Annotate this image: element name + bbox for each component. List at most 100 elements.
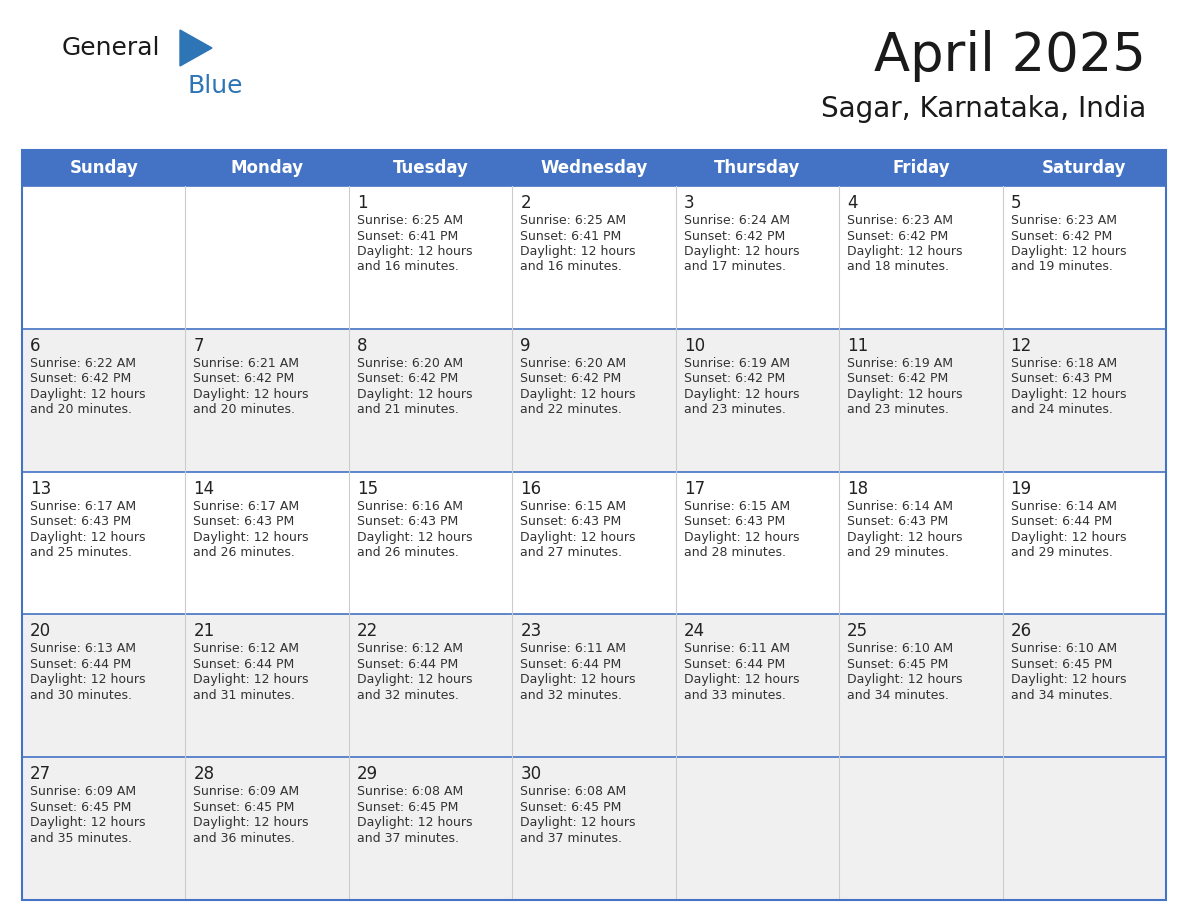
Text: 26: 26 bbox=[1011, 622, 1031, 641]
Text: Sunset: 6:45 PM: Sunset: 6:45 PM bbox=[1011, 658, 1112, 671]
Text: Sunrise: 6:23 AM: Sunrise: 6:23 AM bbox=[847, 214, 953, 227]
Text: Sunset: 6:45 PM: Sunset: 6:45 PM bbox=[356, 800, 459, 813]
Text: 23: 23 bbox=[520, 622, 542, 641]
Text: Sunrise: 6:09 AM: Sunrise: 6:09 AM bbox=[30, 785, 137, 798]
Text: Sunrise: 6:10 AM: Sunrise: 6:10 AM bbox=[847, 643, 953, 655]
Text: and 20 minutes.: and 20 minutes. bbox=[194, 403, 296, 416]
Text: Sunset: 6:45 PM: Sunset: 6:45 PM bbox=[847, 658, 948, 671]
Text: 15: 15 bbox=[356, 479, 378, 498]
Text: 8: 8 bbox=[356, 337, 367, 354]
Text: Sunrise: 6:23 AM: Sunrise: 6:23 AM bbox=[1011, 214, 1117, 227]
Text: Sunrise: 6:16 AM: Sunrise: 6:16 AM bbox=[356, 499, 463, 512]
Text: and 16 minutes.: and 16 minutes. bbox=[520, 261, 623, 274]
Text: Sunset: 6:41 PM: Sunset: 6:41 PM bbox=[520, 230, 621, 242]
Text: 16: 16 bbox=[520, 479, 542, 498]
Text: Sunset: 6:45 PM: Sunset: 6:45 PM bbox=[194, 800, 295, 813]
Text: and 16 minutes.: and 16 minutes. bbox=[356, 261, 459, 274]
Text: Sunset: 6:42 PM: Sunset: 6:42 PM bbox=[1011, 230, 1112, 242]
Text: Daylight: 12 hours: Daylight: 12 hours bbox=[684, 387, 800, 401]
Text: and 22 minutes.: and 22 minutes. bbox=[520, 403, 623, 416]
Text: 3: 3 bbox=[684, 194, 694, 212]
Text: and 17 minutes.: and 17 minutes. bbox=[684, 261, 785, 274]
Text: Daylight: 12 hours: Daylight: 12 hours bbox=[847, 387, 962, 401]
Text: 21: 21 bbox=[194, 622, 215, 641]
Text: Daylight: 12 hours: Daylight: 12 hours bbox=[194, 674, 309, 687]
Text: and 19 minutes.: and 19 minutes. bbox=[1011, 261, 1112, 274]
Text: Sunrise: 6:12 AM: Sunrise: 6:12 AM bbox=[356, 643, 463, 655]
Text: April 2025: April 2025 bbox=[874, 30, 1146, 82]
Text: Sunrise: 6:19 AM: Sunrise: 6:19 AM bbox=[847, 357, 953, 370]
Text: 27: 27 bbox=[30, 766, 51, 783]
Text: 4: 4 bbox=[847, 194, 858, 212]
Text: Daylight: 12 hours: Daylight: 12 hours bbox=[1011, 674, 1126, 687]
Text: Sunrise: 6:19 AM: Sunrise: 6:19 AM bbox=[684, 357, 790, 370]
Bar bbox=[23, 150, 1165, 186]
Text: and 34 minutes.: and 34 minutes. bbox=[1011, 688, 1112, 702]
Text: Daylight: 12 hours: Daylight: 12 hours bbox=[1011, 245, 1126, 258]
Text: Daylight: 12 hours: Daylight: 12 hours bbox=[356, 245, 473, 258]
Text: 30: 30 bbox=[520, 766, 542, 783]
Text: Friday: Friday bbox=[892, 159, 949, 177]
Text: Sunset: 6:42 PM: Sunset: 6:42 PM bbox=[30, 373, 131, 386]
Text: Sunset: 6:44 PM: Sunset: 6:44 PM bbox=[30, 658, 131, 671]
Text: and 26 minutes.: and 26 minutes. bbox=[356, 546, 459, 559]
Text: Sunset: 6:42 PM: Sunset: 6:42 PM bbox=[847, 230, 948, 242]
Text: Sunrise: 6:11 AM: Sunrise: 6:11 AM bbox=[520, 643, 626, 655]
Text: Sunrise: 6:24 AM: Sunrise: 6:24 AM bbox=[684, 214, 790, 227]
Text: and 33 minutes.: and 33 minutes. bbox=[684, 688, 785, 702]
Bar bbox=[23, 329, 1165, 472]
Text: Sunrise: 6:17 AM: Sunrise: 6:17 AM bbox=[30, 499, 137, 512]
Text: Daylight: 12 hours: Daylight: 12 hours bbox=[684, 674, 800, 687]
Text: Sunset: 6:42 PM: Sunset: 6:42 PM bbox=[684, 230, 785, 242]
Text: 7: 7 bbox=[194, 337, 204, 354]
Text: Sunrise: 6:11 AM: Sunrise: 6:11 AM bbox=[684, 643, 790, 655]
Text: and 28 minutes.: and 28 minutes. bbox=[684, 546, 785, 559]
Text: Daylight: 12 hours: Daylight: 12 hours bbox=[356, 531, 473, 543]
Text: Sunset: 6:42 PM: Sunset: 6:42 PM bbox=[356, 373, 459, 386]
Text: Sunset: 6:41 PM: Sunset: 6:41 PM bbox=[356, 230, 459, 242]
Text: Sunset: 6:44 PM: Sunset: 6:44 PM bbox=[684, 658, 785, 671]
Text: and 37 minutes.: and 37 minutes. bbox=[356, 832, 459, 845]
Polygon shape bbox=[181, 30, 211, 66]
Text: Daylight: 12 hours: Daylight: 12 hours bbox=[194, 816, 309, 829]
Text: Sunday: Sunday bbox=[69, 159, 138, 177]
Text: Daylight: 12 hours: Daylight: 12 hours bbox=[356, 674, 473, 687]
Text: and 34 minutes.: and 34 minutes. bbox=[847, 688, 949, 702]
Text: 1: 1 bbox=[356, 194, 367, 212]
Text: and 21 minutes.: and 21 minutes. bbox=[356, 403, 459, 416]
Text: Sunset: 6:43 PM: Sunset: 6:43 PM bbox=[194, 515, 295, 528]
Text: Daylight: 12 hours: Daylight: 12 hours bbox=[194, 531, 309, 543]
Text: Daylight: 12 hours: Daylight: 12 hours bbox=[847, 531, 962, 543]
Text: and 18 minutes.: and 18 minutes. bbox=[847, 261, 949, 274]
Text: Daylight: 12 hours: Daylight: 12 hours bbox=[30, 387, 145, 401]
Text: and 31 minutes.: and 31 minutes. bbox=[194, 688, 296, 702]
Text: 24: 24 bbox=[684, 622, 704, 641]
Text: Daylight: 12 hours: Daylight: 12 hours bbox=[520, 816, 636, 829]
Text: Daylight: 12 hours: Daylight: 12 hours bbox=[30, 531, 145, 543]
Text: Sunset: 6:44 PM: Sunset: 6:44 PM bbox=[1011, 515, 1112, 528]
Text: Sunset: 6:42 PM: Sunset: 6:42 PM bbox=[520, 373, 621, 386]
Text: Daylight: 12 hours: Daylight: 12 hours bbox=[520, 674, 636, 687]
Text: Daylight: 12 hours: Daylight: 12 hours bbox=[30, 816, 145, 829]
Text: and 27 minutes.: and 27 minutes. bbox=[520, 546, 623, 559]
Text: Sunrise: 6:20 AM: Sunrise: 6:20 AM bbox=[520, 357, 626, 370]
Text: 12: 12 bbox=[1011, 337, 1032, 354]
Text: Daylight: 12 hours: Daylight: 12 hours bbox=[684, 531, 800, 543]
Text: 19: 19 bbox=[1011, 479, 1031, 498]
Text: Sunrise: 6:22 AM: Sunrise: 6:22 AM bbox=[30, 357, 135, 370]
Text: Sunrise: 6:25 AM: Sunrise: 6:25 AM bbox=[520, 214, 626, 227]
Text: Sunset: 6:44 PM: Sunset: 6:44 PM bbox=[356, 658, 459, 671]
Text: Sunset: 6:43 PM: Sunset: 6:43 PM bbox=[684, 515, 785, 528]
Text: Sunset: 6:42 PM: Sunset: 6:42 PM bbox=[194, 373, 295, 386]
Bar bbox=[23, 186, 1165, 329]
Text: Sunrise: 6:25 AM: Sunrise: 6:25 AM bbox=[356, 214, 463, 227]
Text: Blue: Blue bbox=[188, 74, 244, 98]
Text: and 26 minutes.: and 26 minutes. bbox=[194, 546, 296, 559]
Text: Sunrise: 6:13 AM: Sunrise: 6:13 AM bbox=[30, 643, 135, 655]
Text: Sunrise: 6:08 AM: Sunrise: 6:08 AM bbox=[520, 785, 626, 798]
Text: Sunset: 6:44 PM: Sunset: 6:44 PM bbox=[520, 658, 621, 671]
Text: and 32 minutes.: and 32 minutes. bbox=[520, 688, 623, 702]
Text: Sunset: 6:43 PM: Sunset: 6:43 PM bbox=[847, 515, 948, 528]
Text: 14: 14 bbox=[194, 479, 215, 498]
Text: Sunrise: 6:09 AM: Sunrise: 6:09 AM bbox=[194, 785, 299, 798]
